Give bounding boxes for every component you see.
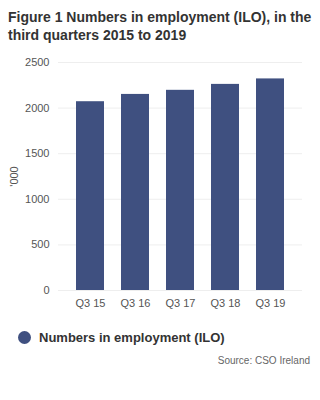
svg-text:Q3 17: Q3 17 xyxy=(166,297,196,309)
html-text:Source: CSO Ireland: Source: CSO Ireland xyxy=(217,355,310,366)
svg-text:500: 500 xyxy=(31,238,49,250)
svg-text:2500: 2500 xyxy=(25,56,49,68)
svg-text:'000: '000 xyxy=(8,166,20,186)
svg-text:Q3 16: Q3 16 xyxy=(121,297,151,309)
svg-text:0: 0 xyxy=(43,284,49,296)
html-text:Figure 1 Numbers in employment: Figure 1 Numbers in employment (ILO), in… xyxy=(8,9,312,43)
svg-text:Q3 19: Q3 19 xyxy=(256,297,286,309)
svg-text:Q3 15: Q3 15 xyxy=(76,297,106,309)
svg-text:2000: 2000 xyxy=(25,102,49,114)
svg-text:1000: 1000 xyxy=(25,193,49,205)
svg-text:Q3 18: Q3 18 xyxy=(211,297,241,309)
html-text:Numbers in employment (ILO): Numbers in employment (ILO) xyxy=(39,330,225,345)
svg-text:1500: 1500 xyxy=(25,147,49,159)
